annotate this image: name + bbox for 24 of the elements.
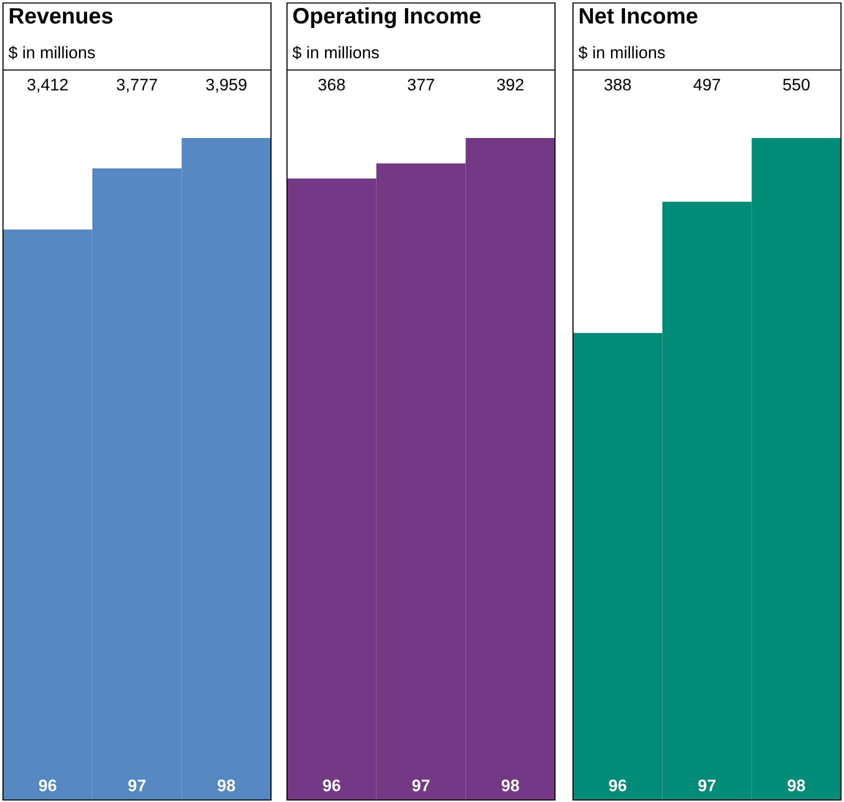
data-label: 550 bbox=[783, 78, 810, 91]
data-label: 377 bbox=[408, 78, 434, 91]
chart-title: Operating Income bbox=[293, 7, 481, 28]
x-tick-label: 96 bbox=[608, 780, 626, 792]
x-tick-label: 98 bbox=[788, 780, 806, 792]
x-tick-label: 96 bbox=[322, 780, 340, 792]
chart-subtitle: $ in millions bbox=[578, 46, 665, 60]
x-tick-label: 97 bbox=[698, 780, 716, 792]
data-label: 368 bbox=[318, 78, 345, 91]
x-tick-label: 97 bbox=[128, 780, 146, 792]
x-tick-label: 96 bbox=[38, 780, 56, 792]
data-label: 3,412 bbox=[27, 78, 68, 93]
data-label: 388 bbox=[604, 78, 631, 91]
x-tick-label: 98 bbox=[502, 780, 520, 792]
x-tick-label: 98 bbox=[218, 780, 236, 792]
chart-subtitle: $ in millions bbox=[292, 46, 379, 60]
data-label: 3,777 bbox=[116, 78, 158, 93]
chart-title: Revenues bbox=[10, 8, 112, 24]
data-label: 392 bbox=[497, 78, 524, 91]
data-label: 3,959 bbox=[206, 78, 246, 93]
data-label: 497 bbox=[693, 78, 720, 91]
chart-subtitle: $ in millions bbox=[8, 46, 95, 60]
chart-title: Net Income bbox=[580, 8, 698, 24]
x-tick-label: 97 bbox=[412, 780, 430, 792]
